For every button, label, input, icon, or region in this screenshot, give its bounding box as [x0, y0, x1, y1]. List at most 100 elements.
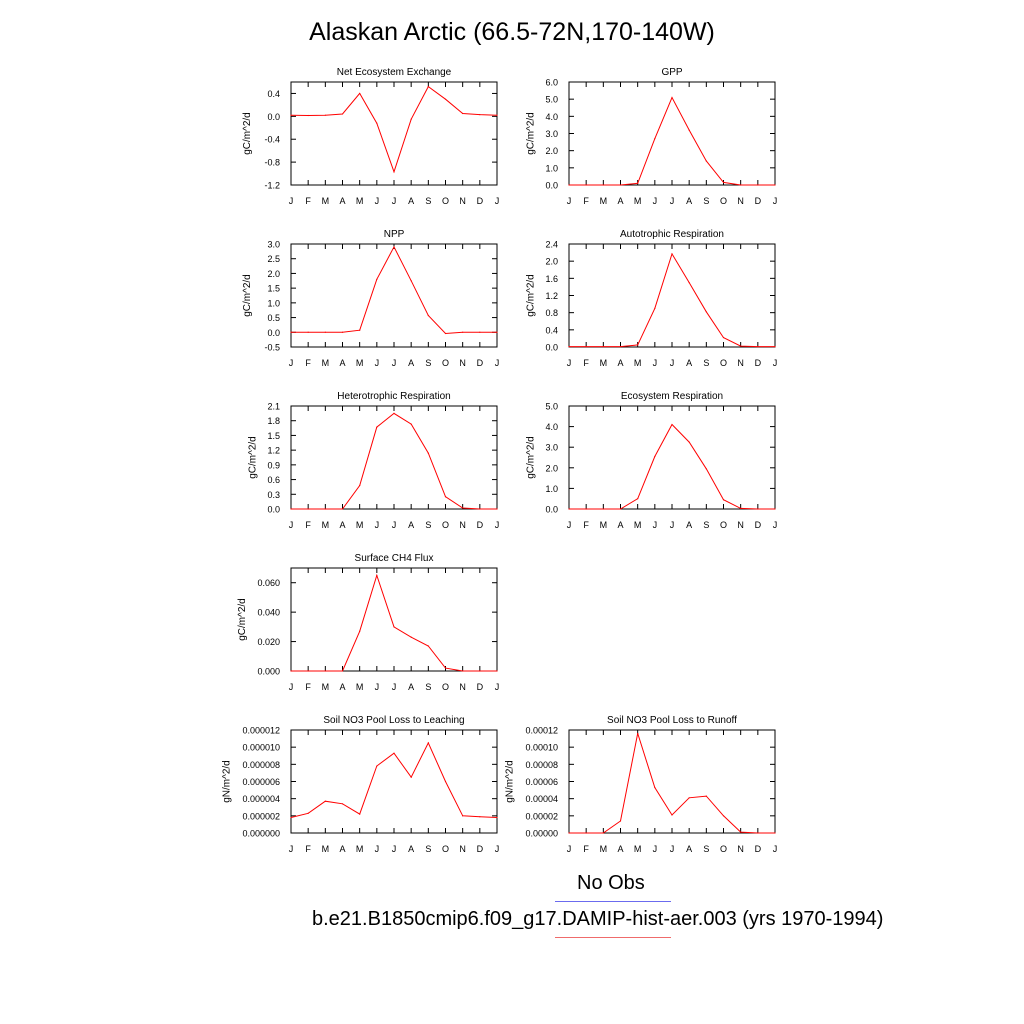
- y-axis-label: gC/m^2/d: [525, 112, 536, 155]
- data-point: [359, 329, 361, 331]
- x-tick-label: A: [686, 520, 692, 530]
- data-point: [479, 508, 481, 510]
- x-tick-label: D: [755, 844, 762, 854]
- x-tick-label: O: [442, 682, 449, 692]
- y-tick-label: 5.0: [545, 402, 558, 412]
- y-tick-label: 0.060: [257, 578, 280, 588]
- data-point: [479, 816, 481, 818]
- data-point: [585, 832, 587, 834]
- data-point: [376, 426, 378, 428]
- legend-obs-line: [555, 901, 671, 902]
- x-tick-label: J: [773, 196, 778, 206]
- data-point: [393, 626, 395, 628]
- data-point: [740, 831, 742, 833]
- data-point: [324, 670, 326, 672]
- data-point: [740, 345, 742, 347]
- data-point: [671, 814, 673, 816]
- x-tick-label: M: [356, 196, 364, 206]
- y-tick-label: 0.8: [545, 308, 558, 318]
- data-point: [376, 574, 378, 576]
- y-tick-label: 0.000: [257, 667, 280, 677]
- x-tick-label: J: [567, 196, 572, 206]
- data-point: [290, 670, 292, 672]
- y-tick-label: 2.0: [545, 463, 558, 473]
- x-tick-label: N: [459, 844, 466, 854]
- x-tick-label: M: [634, 358, 642, 368]
- y-tick-label: 4.0: [545, 422, 558, 432]
- x-tick-label: A: [686, 358, 692, 368]
- x-tick-label: J: [670, 196, 675, 206]
- y-tick-label: 0.9: [267, 460, 280, 470]
- x-tick-label: J: [495, 844, 500, 854]
- data-point: [341, 331, 344, 333]
- x-tick-label: M: [600, 844, 608, 854]
- x-tick-label: A: [339, 520, 345, 530]
- x-tick-label: O: [720, 520, 727, 530]
- y-axis-label: gC/m^2/d: [242, 112, 253, 155]
- x-tick-label: D: [755, 196, 762, 206]
- y-tick-label: 0.0: [545, 181, 558, 191]
- data-point: [496, 331, 498, 333]
- y-axis-label: gC/m^2/d: [247, 436, 258, 479]
- data-point: [496, 508, 498, 510]
- x-tick-label: O: [720, 358, 727, 368]
- data-point: [462, 112, 464, 115]
- y-tick-label: 0.0: [267, 112, 280, 122]
- x-tick-label: J: [495, 358, 500, 368]
- y-axis-label: gC/m^2/d: [525, 436, 536, 479]
- data-point: [757, 184, 759, 186]
- y-axis-label: gN/m^2/d: [221, 760, 232, 803]
- data-point: [602, 184, 604, 186]
- x-tick-label: S: [703, 844, 709, 854]
- y-axis-label: gN/m^2/d: [505, 760, 516, 803]
- data-point: [290, 114, 292, 116]
- x-tick-label: J: [653, 196, 658, 206]
- y-tick-label: 0.00002: [525, 811, 558, 821]
- data-point: [410, 776, 412, 778]
- data-point: [359, 630, 361, 632]
- data-point: [602, 508, 604, 510]
- x-tick-label: A: [408, 682, 414, 692]
- data-point: [393, 752, 395, 754]
- x-tick-label: A: [339, 844, 345, 854]
- y-tick-label: 0.3: [267, 490, 280, 500]
- series-line: [569, 423, 775, 510]
- data-point: [376, 765, 378, 767]
- x-tick-label: O: [442, 196, 449, 206]
- x-tick-label: S: [703, 196, 709, 206]
- data-point: [359, 92, 361, 95]
- x-tick-label: S: [425, 844, 431, 854]
- x-tick-label: A: [686, 196, 692, 206]
- series-line: [569, 252, 775, 348]
- data-point: [496, 670, 498, 672]
- data-point: [479, 670, 481, 672]
- legend-obs-label: No Obs: [577, 872, 645, 894]
- chart-title: Soil NO3 Pool Loss to Runoff: [607, 715, 737, 726]
- chart-panel: Net Ecosystem Exchange -1.2 -0.8 -0.4 0.0 0.4…: [242, 67, 499, 206]
- x-tick-label: F: [305, 844, 311, 854]
- data-point: [444, 98, 447, 100]
- data-point: [722, 499, 725, 501]
- y-tick-label: 0.0: [545, 505, 558, 515]
- y-tick-label: 2.0: [545, 146, 558, 156]
- data-point: [341, 508, 344, 510]
- data-point: [671, 253, 673, 255]
- data-point: [341, 670, 344, 672]
- y-axis-label: gC/m^2/d: [237, 598, 248, 641]
- chart-title: Ecosystem Respiration: [621, 391, 723, 402]
- series-line: [290, 741, 498, 818]
- x-tick-label: J: [392, 196, 397, 206]
- data-point: [722, 336, 725, 339]
- data-point: [307, 508, 309, 510]
- data-point: [637, 498, 639, 500]
- x-tick-label: M: [322, 196, 330, 206]
- x-tick-label: J: [567, 358, 572, 368]
- data-point: [774, 508, 776, 510]
- x-tick-label: F: [583, 358, 589, 368]
- x-tick-label: S: [425, 358, 431, 368]
- data-point: [341, 803, 344, 805]
- x-tick-label: J: [495, 196, 500, 206]
- y-tick-label: 1.6: [545, 274, 558, 284]
